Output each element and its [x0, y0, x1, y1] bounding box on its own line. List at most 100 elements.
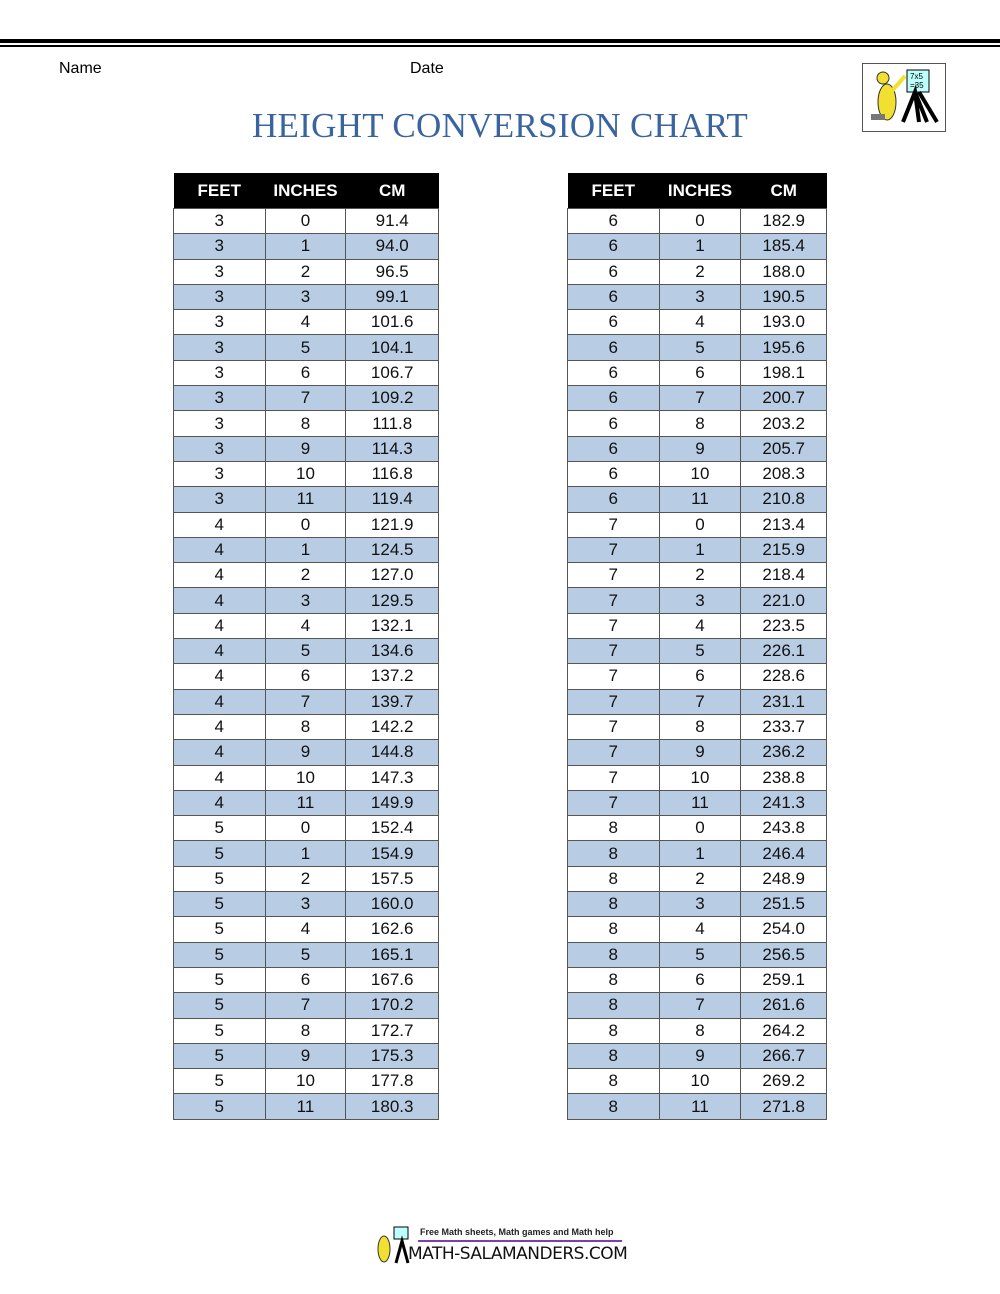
cell-cm: 254.0 — [740, 916, 827, 943]
cell-feet: 7 — [567, 638, 660, 665]
cell-feet: 8 — [567, 1093, 660, 1120]
cell-feet: 5 — [173, 815, 266, 842]
table-row: 4 1 124.5 — [173, 536, 439, 564]
table-row: 7 7 231.1 — [567, 688, 827, 715]
cell-inches: 3 — [264, 283, 347, 311]
table-row: 6 8 203.2 — [567, 410, 827, 437]
cell-feet: 3 — [173, 334, 266, 361]
cell-cm: 101.6 — [345, 309, 439, 336]
cell-cm: 180.3 — [345, 1093, 439, 1120]
cell-inches: 0 — [658, 815, 742, 842]
table-row: 4 5 134.6 — [173, 638, 439, 665]
cell-inches: 5 — [264, 941, 347, 968]
cell-feet: 6 — [567, 359, 660, 387]
cell-feet: 8 — [567, 916, 660, 943]
column-header-inches: INCHES — [659, 173, 741, 209]
page-title: HEIGHT CONVERSION CHART — [251, 106, 749, 145]
cell-cm: 243.8 — [740, 815, 827, 842]
cell-feet: 6 — [567, 233, 660, 260]
cell-feet: 5 — [173, 840, 266, 867]
cell-feet: 7 — [567, 612, 660, 640]
cell-inches: 8 — [264, 713, 347, 741]
cell-feet: 5 — [173, 916, 266, 943]
cell-feet: 7 — [567, 511, 660, 538]
cell-cm: 182.9 — [740, 207, 827, 235]
cell-cm: 111.8 — [345, 410, 439, 437]
table-row: 8 8 264.2 — [567, 1017, 827, 1044]
cell-feet: 3 — [173, 385, 266, 412]
cell-cm: 210.8 — [740, 486, 827, 513]
table-row: 4 3 129.5 — [173, 587, 439, 614]
cell-feet: 4 — [173, 663, 266, 690]
cell-feet: 6 — [567, 258, 660, 285]
table-row: 6 0 182.9 — [567, 207, 827, 235]
cell-inches: 8 — [658, 410, 742, 437]
table-row: 3 10 116.8 — [173, 460, 439, 488]
table-row: 3 6 106.7 — [173, 359, 439, 387]
cell-inches: 9 — [658, 1042, 742, 1070]
cell-cm: 132.1 — [345, 612, 439, 640]
svg-text:7x5: 7x5 — [910, 72, 923, 81]
cell-feet: 5 — [173, 1042, 266, 1070]
table-row: 4 10 147.3 — [173, 764, 439, 791]
table-row: 5 0 152.4 — [173, 815, 439, 842]
cell-cm: 238.8 — [740, 764, 827, 791]
cell-cm: 218.4 — [740, 562, 827, 589]
table-row: 3 8 111.8 — [173, 410, 439, 437]
table-row: 7 9 236.2 — [567, 739, 827, 766]
cell-cm: 246.4 — [740, 840, 827, 867]
cell-feet: 4 — [173, 688, 266, 715]
column-header-cm: CM — [740, 173, 827, 209]
cell-inches: 4 — [264, 916, 347, 943]
cell-cm: 203.2 — [740, 410, 827, 437]
table-row: 7 5 226.1 — [567, 638, 827, 665]
cell-inches: 10 — [658, 764, 742, 791]
cell-feet: 4 — [173, 536, 266, 564]
cell-feet: 7 — [567, 587, 660, 614]
cell-feet: 6 — [567, 309, 660, 336]
cell-inches: 7 — [264, 385, 347, 412]
cell-inches: 2 — [658, 258, 742, 285]
table-row: 4 11 149.9 — [173, 789, 439, 817]
cell-cm: 221.0 — [740, 587, 827, 614]
cell-cm: 147.3 — [345, 764, 439, 791]
cell-inches: 9 — [658, 739, 742, 766]
cell-feet: 6 — [567, 334, 660, 361]
table-row: 5 5 165.1 — [173, 941, 439, 968]
cell-feet: 6 — [567, 486, 660, 513]
table-row: 3 3 99.1 — [173, 283, 439, 311]
cell-feet: 8 — [567, 1068, 660, 1095]
table-row: 7 10 238.8 — [567, 764, 827, 791]
table-row: 3 5 104.1 — [173, 334, 439, 361]
cell-cm: 160.0 — [345, 891, 439, 918]
cell-inches: 11 — [264, 1093, 347, 1120]
cell-inches: 11 — [264, 486, 347, 513]
cell-feet: 8 — [567, 840, 660, 867]
table-row: 7 4 223.5 — [567, 612, 827, 640]
cell-feet: 8 — [567, 1017, 660, 1044]
cell-inches: 6 — [658, 359, 742, 387]
table-row: 8 11 271.8 — [567, 1093, 827, 1120]
cell-cm: 127.0 — [345, 562, 439, 589]
cell-feet: 8 — [567, 891, 660, 918]
column-header-feet: FEET — [173, 173, 266, 209]
cell-inches: 2 — [658, 562, 742, 589]
cell-cm: 188.0 — [740, 258, 827, 285]
table-row: 6 7 200.7 — [567, 385, 827, 412]
table-row: 7 11 241.3 — [567, 789, 827, 817]
table-row: 8 3 251.5 — [567, 891, 827, 918]
cell-feet: 8 — [567, 815, 660, 842]
cell-inches: 8 — [264, 1017, 347, 1044]
cell-feet: 5 — [173, 966, 266, 994]
table-row: 6 3 190.5 — [567, 283, 827, 311]
table-row: 8 2 248.9 — [567, 865, 827, 893]
cell-feet: 7 — [567, 663, 660, 690]
cell-feet: 6 — [567, 460, 660, 488]
table-row: 6 4 193.0 — [567, 309, 827, 336]
svg-text:=35: =35 — [910, 81, 924, 90]
cell-feet: 8 — [567, 865, 660, 893]
cell-inches: 10 — [264, 764, 347, 791]
cell-feet: 3 — [173, 309, 266, 336]
cell-feet: 5 — [173, 1068, 266, 1095]
table-row: 5 10 177.8 — [173, 1068, 439, 1095]
